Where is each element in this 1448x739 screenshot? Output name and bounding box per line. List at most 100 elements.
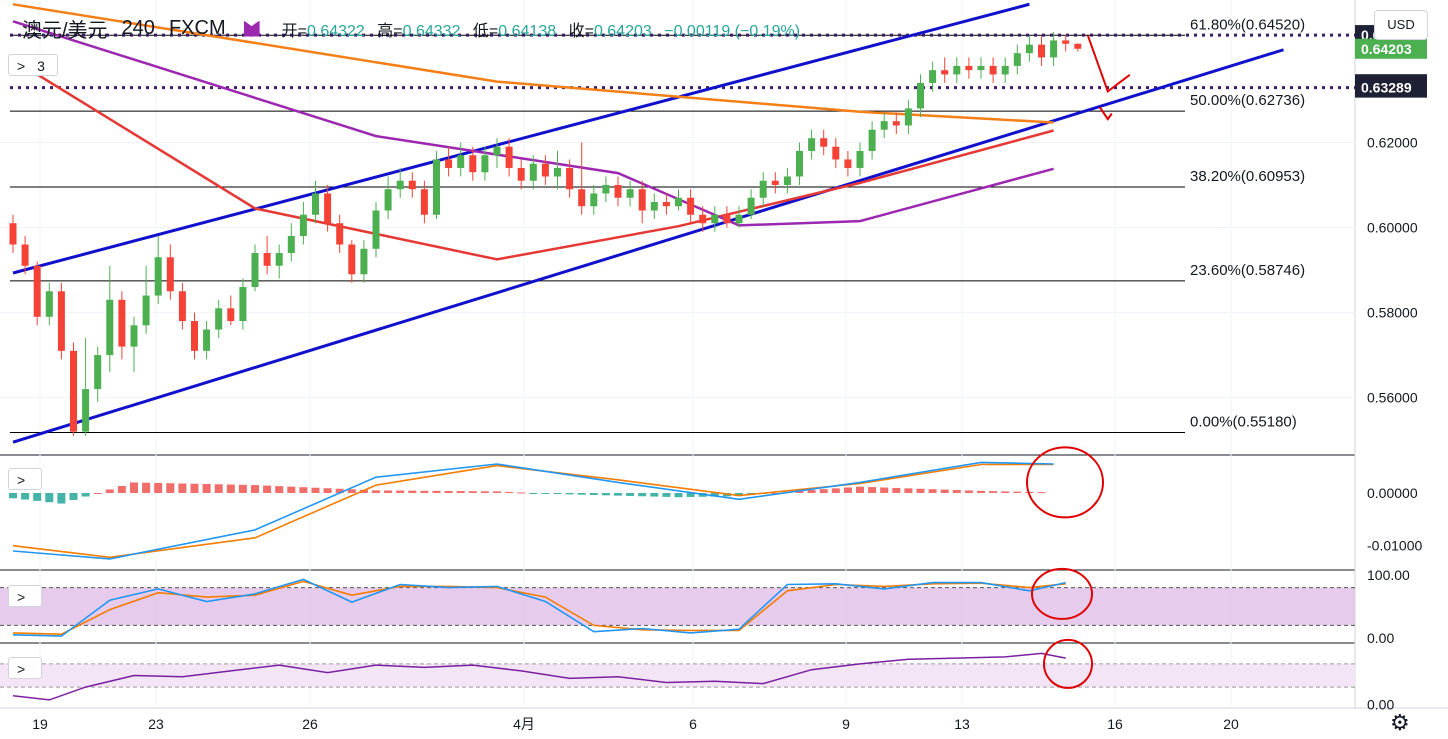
candle-body <box>287 236 295 254</box>
candle-body <box>554 167 561 177</box>
macd-histogram-bar <box>565 492 574 495</box>
candle-body <box>215 308 223 330</box>
candle-body <box>457 155 465 168</box>
rsi-line <box>12 652 1066 701</box>
expand-stoch-button[interactable]: > <box>8 585 42 607</box>
macd-y-tick-label: 0.00000 <box>1367 485 1418 501</box>
candle-body <box>118 299 126 347</box>
price-label-box <box>1355 77 1427 98</box>
x-tick-label: 26 <box>302 716 318 732</box>
x-tick-label: 6 <box>689 716 697 732</box>
macd-histogram-bar <box>142 482 151 493</box>
high-label: 高= <box>377 22 403 40</box>
macd-histogram-bar <box>1013 491 1022 493</box>
chevron-right-icon: > <box>17 472 26 488</box>
fib-level-label: 50.00%(0.62736) <box>1190 92 1305 109</box>
macd-histogram-bar <box>650 492 659 497</box>
candle-body <box>1062 40 1070 44</box>
stoch-d-line <box>12 580 1066 636</box>
candle-body <box>433 159 440 215</box>
candle-body <box>650 201 658 211</box>
candle-body <box>808 138 816 151</box>
macd-histogram-bar <box>843 487 852 493</box>
macd-histogram-bar <box>117 485 126 493</box>
chevron-right-icon: > <box>17 58 26 74</box>
candle-body <box>1013 53 1021 66</box>
expand-macd-button[interactable]: > <box>8 468 42 490</box>
candle-body <box>759 180 767 198</box>
macd-histogram-bar <box>493 491 501 493</box>
x-tick-label: 16 <box>1107 716 1123 732</box>
macd-histogram-bar <box>977 490 985 493</box>
fib-level-label: 38.20%(0.60953) <box>1190 168 1305 185</box>
macd-histogram-bar <box>190 483 199 493</box>
candle-body <box>324 193 332 224</box>
macd-histogram-bar <box>420 490 429 493</box>
macd-histogram-bar <box>214 484 223 493</box>
x-tick-label: 9 <box>842 716 850 732</box>
expand-rsi-button[interactable]: > <box>8 657 42 679</box>
macd-histogram-bar <box>93 492 102 494</box>
macd-histogram-bar <box>819 489 828 493</box>
annotation-arrowhead <box>1098 106 1113 121</box>
candle-body <box>856 150 864 168</box>
macd-histogram-bar <box>238 484 247 493</box>
candle-body <box>638 189 646 211</box>
symbol-name[interactable]: 澳元/美元 <box>22 20 108 42</box>
candle-body <box>384 189 392 211</box>
stoch-y-tick-label: 0.00 <box>1367 630 1394 646</box>
macd-histogram-bar <box>432 490 441 493</box>
currency-button[interactable]: USD <box>1374 10 1428 40</box>
candle-body <box>711 214 719 224</box>
rsi-y-tick-label: 0.00 <box>1367 697 1394 713</box>
collapse-indicators-button[interactable]: > 3 <box>8 54 58 76</box>
candle-body <box>820 138 828 147</box>
candle-body <box>904 108 912 126</box>
gear-icon[interactable]: ⚙ <box>1390 710 1410 735</box>
macd-histogram-bar <box>553 492 562 495</box>
macd-histogram-bar <box>710 492 719 497</box>
candle-body <box>929 70 937 83</box>
macd-histogram-bar <box>45 492 54 503</box>
ohlc-values: 开=0.64322 高=0.64332 低=0.64138 收=0.64203 … <box>282 17 800 41</box>
candle-body <box>82 389 90 432</box>
candle-body <box>529 163 537 181</box>
chart-interval[interactable]: 240 <box>121 17 155 39</box>
macd-histogram-bar <box>468 491 477 493</box>
candle-body <box>880 121 888 130</box>
macd-histogram-bar <box>638 492 647 497</box>
candle-body <box>662 201 670 207</box>
candle-body <box>1025 44 1033 54</box>
candle-body <box>239 287 247 322</box>
candle-body <box>154 257 162 296</box>
candle-body <box>977 65 985 71</box>
highlight-circle <box>1031 567 1093 620</box>
macd-histogram-bar <box>396 490 405 493</box>
macd-histogram-bar <box>311 487 320 493</box>
candle-body <box>372 210 380 249</box>
candle-body <box>723 214 731 224</box>
macd-histogram-bar <box>166 483 175 493</box>
price-label-box <box>1355 38 1427 59</box>
price-label: 0.64203 <box>1361 41 1412 57</box>
macd-histogram-bar <box>662 492 671 497</box>
candle-body <box>941 70 949 75</box>
flag-icon[interactable] <box>243 20 260 37</box>
macd-histogram-bar <box>989 491 998 493</box>
candle-body <box>45 291 53 317</box>
low-value: 0.64138 <box>498 22 557 40</box>
price-label: 0.63289 <box>1361 80 1412 96</box>
candle-body <box>614 184 622 198</box>
channel-upper-line <box>12 2 1030 275</box>
close-value: 0.64203 <box>593 22 652 40</box>
macd-histogram-bar <box>275 486 284 493</box>
chevron-right-icon: > <box>17 589 26 605</box>
macd-histogram-bar <box>21 492 30 500</box>
data-source: FXCM <box>168 17 226 39</box>
y-tick-label: 0.60000 <box>1367 220 1418 236</box>
candle-body <box>9 223 17 245</box>
macd-histogram-bar <box>9 492 17 499</box>
candle-body <box>566 167 574 190</box>
candle-body <box>299 214 307 237</box>
